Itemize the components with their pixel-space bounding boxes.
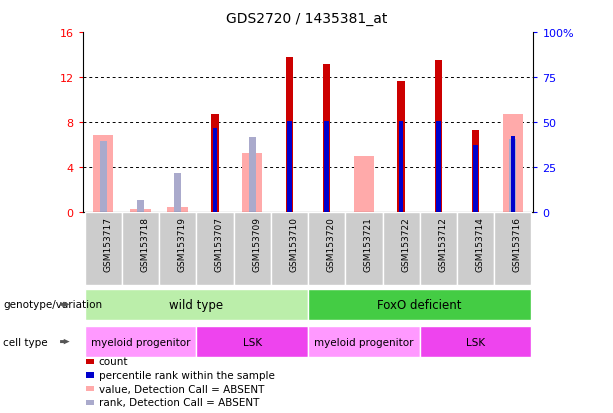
Bar bbox=[287, 122, 292, 213]
Bar bbox=[85, 213, 122, 285]
Text: GDS2720 / 1435381_at: GDS2720 / 1435381_at bbox=[226, 12, 387, 26]
Text: value, Detection Call = ABSENT: value, Detection Call = ABSENT bbox=[99, 384, 264, 394]
Bar bbox=[122, 213, 159, 285]
Bar bbox=[137, 200, 144, 213]
Text: GSM153720: GSM153720 bbox=[327, 216, 336, 271]
Bar bbox=[323, 64, 330, 213]
Text: GSM153712: GSM153712 bbox=[438, 216, 447, 271]
Text: cell type: cell type bbox=[3, 337, 48, 347]
Bar bbox=[174, 173, 181, 213]
Bar bbox=[308, 326, 420, 357]
Bar bbox=[286, 58, 293, 213]
Bar bbox=[85, 326, 196, 357]
Text: percentile rank within the sample: percentile rank within the sample bbox=[99, 370, 275, 380]
Text: GSM153710: GSM153710 bbox=[289, 216, 299, 271]
Bar bbox=[85, 289, 308, 320]
Bar bbox=[399, 122, 403, 213]
Bar bbox=[420, 326, 531, 357]
Text: myeloid progenitor: myeloid progenitor bbox=[314, 337, 414, 347]
Bar bbox=[324, 122, 329, 213]
Bar bbox=[509, 140, 516, 213]
Bar bbox=[242, 153, 262, 213]
Bar bbox=[383, 213, 420, 285]
Bar bbox=[435, 61, 442, 213]
Text: GSM153722: GSM153722 bbox=[401, 216, 410, 271]
Text: LSK: LSK bbox=[466, 337, 485, 347]
Bar bbox=[494, 213, 531, 285]
Bar bbox=[196, 213, 234, 285]
Bar bbox=[420, 213, 457, 285]
Bar bbox=[345, 213, 383, 285]
Bar bbox=[249, 138, 256, 213]
Bar bbox=[234, 213, 271, 285]
Text: GSM153709: GSM153709 bbox=[252, 216, 261, 271]
Text: wild type: wild type bbox=[169, 298, 223, 311]
Bar bbox=[473, 145, 478, 213]
Bar bbox=[271, 213, 308, 285]
Bar bbox=[130, 209, 151, 213]
Bar bbox=[167, 207, 188, 213]
Text: count: count bbox=[99, 356, 128, 366]
Text: myeloid progenitor: myeloid progenitor bbox=[91, 337, 190, 347]
Text: GSM153714: GSM153714 bbox=[476, 216, 485, 271]
Bar bbox=[472, 131, 479, 213]
Text: rank, Detection Call = ABSENT: rank, Detection Call = ABSENT bbox=[99, 397, 259, 407]
Bar bbox=[211, 115, 219, 213]
Text: GSM153718: GSM153718 bbox=[140, 216, 150, 271]
Text: GSM153716: GSM153716 bbox=[513, 216, 522, 271]
Bar bbox=[100, 142, 107, 213]
Bar bbox=[213, 128, 217, 213]
Bar bbox=[159, 213, 196, 285]
Bar bbox=[436, 122, 441, 213]
Bar bbox=[308, 289, 531, 320]
Bar bbox=[457, 213, 494, 285]
Bar bbox=[93, 135, 113, 213]
Bar bbox=[354, 157, 374, 213]
Bar bbox=[308, 213, 345, 285]
Bar bbox=[503, 115, 523, 213]
Bar bbox=[511, 136, 515, 213]
Bar bbox=[196, 326, 308, 357]
Text: LSK: LSK bbox=[243, 337, 262, 347]
Text: FoxO deficient: FoxO deficient bbox=[378, 298, 462, 311]
Bar bbox=[472, 142, 479, 213]
Text: GSM153719: GSM153719 bbox=[178, 216, 187, 271]
Text: GSM153707: GSM153707 bbox=[215, 216, 224, 271]
Text: GSM153721: GSM153721 bbox=[364, 216, 373, 271]
Text: genotype/variation: genotype/variation bbox=[3, 299, 102, 310]
Bar bbox=[397, 81, 405, 213]
Text: GSM153717: GSM153717 bbox=[103, 216, 112, 271]
